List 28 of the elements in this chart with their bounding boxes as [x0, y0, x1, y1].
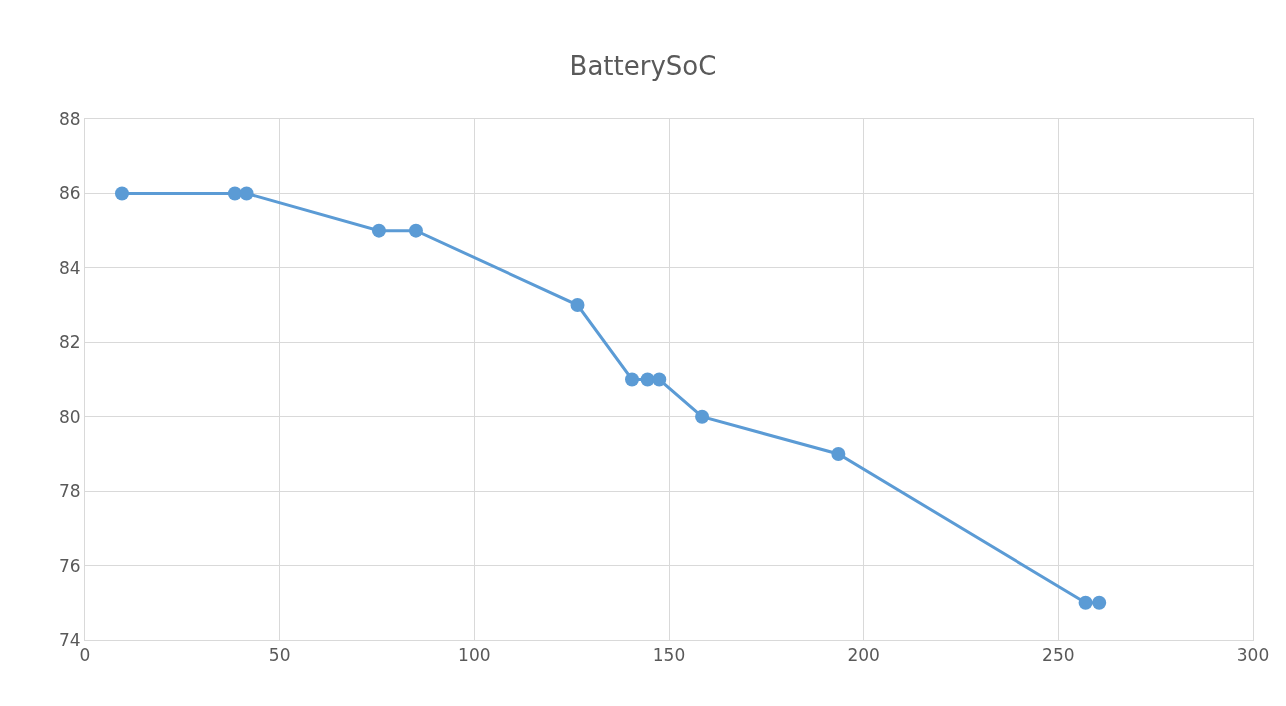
point — [625, 372, 640, 387]
point — [1092, 595, 1107, 610]
x-tick-label: 100 — [458, 645, 491, 666]
point — [227, 186, 242, 201]
y-tick-label: 80 — [58, 406, 81, 427]
point — [239, 186, 254, 201]
y-tick-label: 84 — [58, 257, 81, 278]
chart-title: BatterySoC — [569, 50, 717, 81]
point — [570, 298, 585, 313]
y-tick-label: 82 — [58, 332, 81, 353]
x-tick-label: 150 — [652, 645, 686, 666]
point — [695, 409, 710, 424]
y-tick-label: 86 — [58, 183, 81, 204]
x-tick-label: 200 — [847, 645, 880, 666]
point — [831, 446, 846, 461]
y-tick-label: 78 — [58, 481, 81, 502]
y-tick-label: 74 — [58, 629, 81, 650]
point — [371, 223, 386, 238]
x-tick-label: 250 — [1042, 645, 1075, 666]
x-tick-label: 300 — [1236, 645, 1270, 666]
y-tick-label: 88 — [58, 108, 81, 129]
point — [408, 223, 423, 238]
x-tick-label: 50 — [268, 645, 291, 666]
point — [1078, 595, 1093, 610]
point — [115, 186, 129, 201]
y-tick-label: 76 — [58, 555, 81, 576]
x-tick-label: 0 — [79, 645, 91, 666]
point — [652, 372, 667, 387]
